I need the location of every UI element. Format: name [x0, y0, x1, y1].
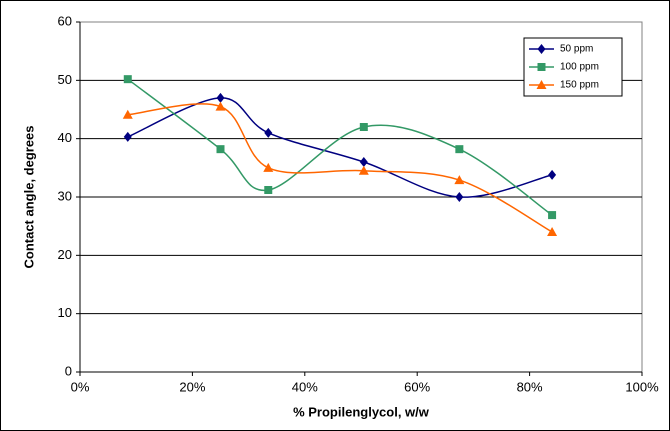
marker — [548, 169, 557, 180]
marker — [216, 92, 225, 103]
legend-marker — [537, 44, 546, 54]
marker — [216, 145, 225, 154]
marker — [359, 157, 368, 167]
x-tick-label: 0% — [71, 379, 90, 394]
x-tick-label: 100% — [625, 379, 659, 394]
x-tick-label: 60% — [404, 379, 430, 394]
y-tick-label: 30 — [58, 188, 72, 203]
marker — [358, 165, 369, 175]
y-tick-label: 60 — [58, 13, 72, 28]
marker — [263, 162, 274, 172]
legend-marker — [536, 80, 547, 89]
y-tick-label: 10 — [58, 305, 72, 320]
x-tick-label: 80% — [517, 379, 543, 394]
series-line — [127, 103, 553, 233]
marker — [359, 123, 368, 131]
y-axis-label: Contact angle, degrees — [21, 125, 36, 268]
marker — [264, 186, 273, 194]
marker — [548, 211, 557, 220]
marker — [455, 145, 464, 154]
legend: 50 ppm 100 ppm 150 ppm — [523, 37, 623, 97]
y-tick-label: 50 — [58, 72, 72, 87]
x-tick-label: 40% — [292, 379, 318, 394]
legend-label: 50 ppm — [560, 44, 593, 55]
y-tick-label: 20 — [58, 247, 72, 262]
x-tick-label: 20% — [179, 379, 205, 394]
marker — [123, 75, 132, 84]
legend-label: 100 ppm — [560, 62, 599, 73]
marker — [455, 192, 464, 202]
marker — [122, 109, 133, 119]
marker — [215, 101, 226, 111]
marker — [547, 227, 558, 236]
legend-label: 150 ppm — [560, 80, 599, 91]
y-tick-label: 40 — [58, 130, 72, 145]
marker — [454, 175, 465, 185]
marker — [264, 127, 273, 138]
series-line — [127, 78, 553, 216]
legend-marker — [537, 63, 546, 71]
marker — [123, 131, 132, 142]
series-line — [127, 97, 553, 198]
y-tick-label: 0 — [65, 363, 72, 378]
x-axis-label: % Propilenglycol, w/w — [293, 404, 430, 419]
